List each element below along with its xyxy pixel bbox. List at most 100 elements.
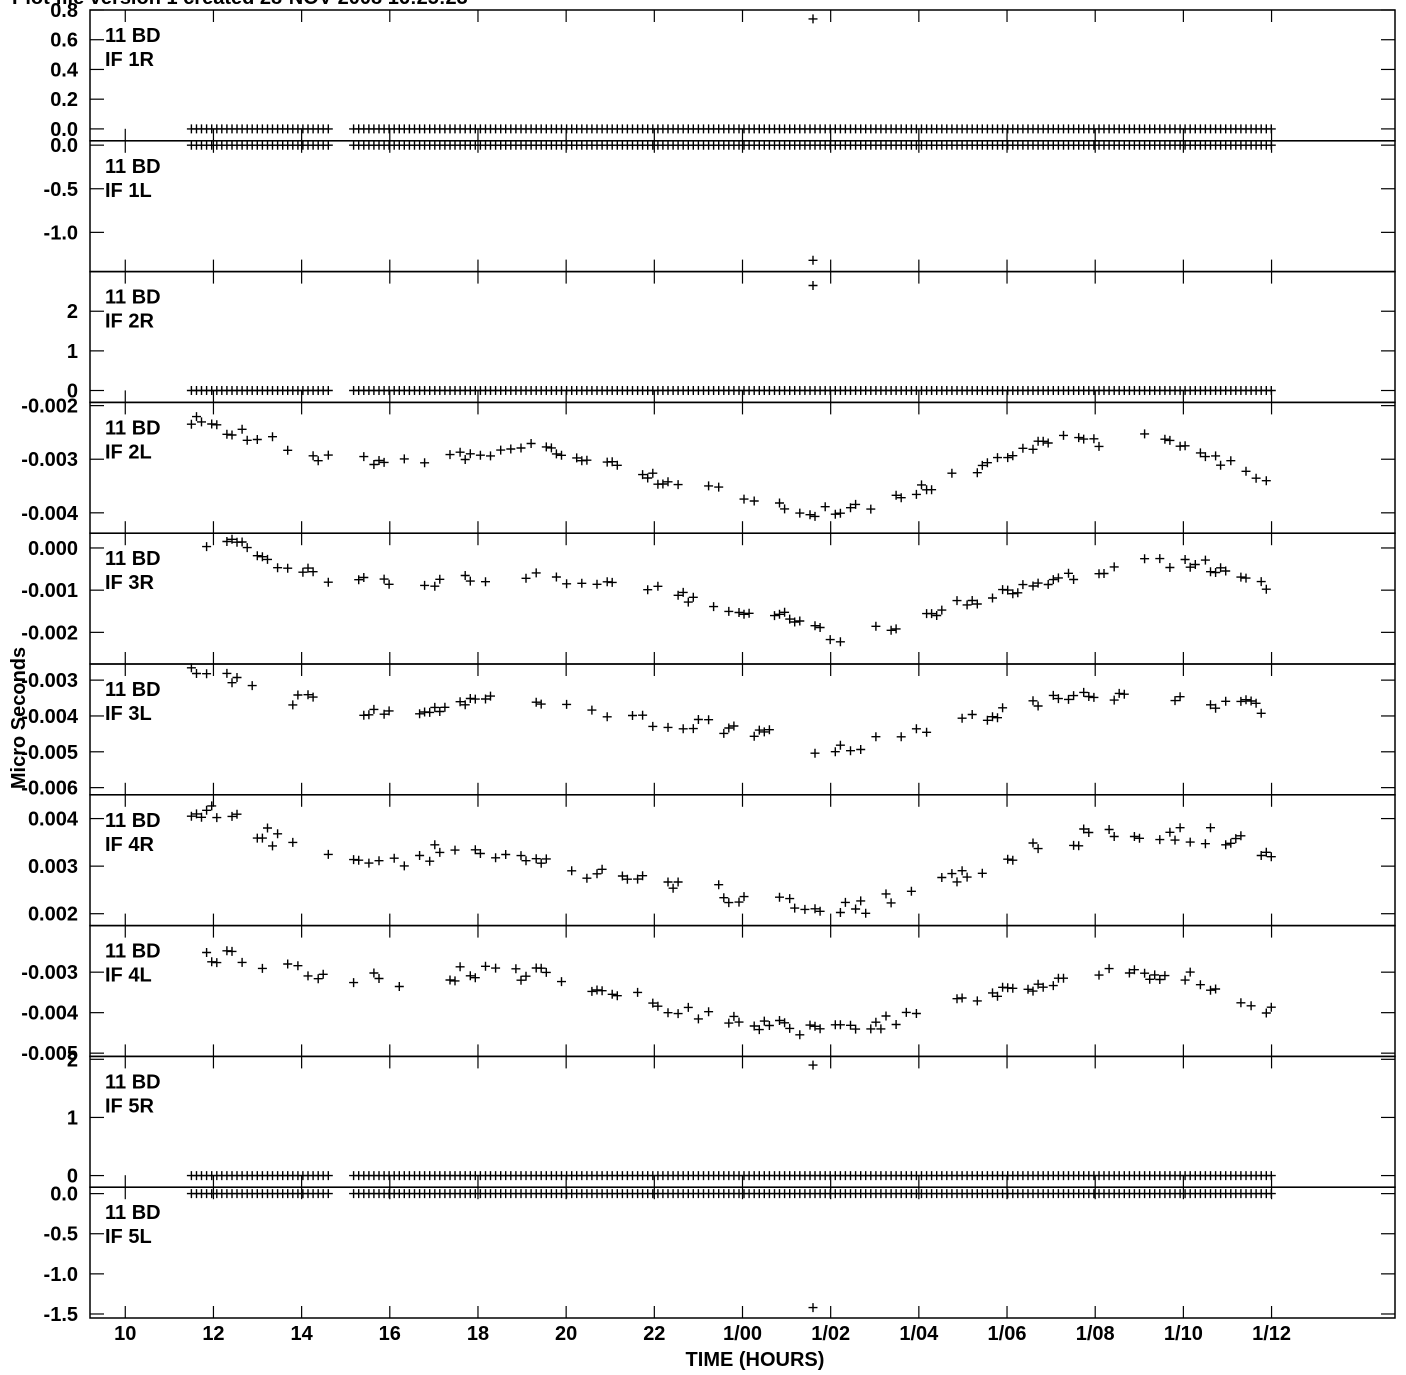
data-point: [1170, 835, 1180, 845]
data-point: [1079, 687, 1089, 697]
x-tick-label: 16: [379, 1323, 401, 1345]
data-point: [475, 849, 485, 858]
data-point: [1059, 973, 1068, 983]
data-point: [354, 855, 364, 865]
data-point: [1028, 696, 1038, 706]
data-point: [257, 963, 267, 973]
data-point: [759, 727, 769, 737]
data-point: [952, 877, 962, 887]
data-point: [283, 959, 293, 969]
data-point: [815, 906, 825, 916]
data-point: [562, 579, 572, 589]
data-point: [1079, 824, 1089, 834]
data-point: [597, 986, 607, 996]
data-point: [283, 445, 293, 455]
data-point: [1200, 839, 1210, 849]
data-point: [780, 504, 790, 514]
panel-if-label: IF 3R: [105, 572, 154, 594]
data-point: [1261, 847, 1271, 857]
data-point: [653, 1001, 663, 1011]
data-point: [450, 976, 460, 986]
panel-if-label: IF 5L: [105, 1226, 152, 1248]
data-point: [1256, 851, 1266, 860]
data-point: [516, 851, 526, 861]
data-point: [582, 873, 592, 883]
data-point: [607, 577, 617, 587]
data-point: [764, 725, 774, 735]
data-point: [227, 534, 237, 544]
data-point: [704, 1007, 714, 1017]
y-tick-label: 0.002: [28, 904, 78, 926]
data-point: [557, 450, 566, 460]
data-point: [1033, 844, 1043, 854]
data-point: [988, 593, 997, 603]
data-point: [430, 840, 440, 850]
y-tick-label: -0.002: [21, 396, 78, 418]
data-point: [927, 609, 937, 619]
panel-baseline-label: 11 BD: [105, 941, 161, 963]
data-point: [1140, 554, 1150, 564]
data-point: [202, 805, 212, 815]
data-point: [962, 872, 972, 882]
data-point: [587, 705, 597, 715]
panel-frame: [89, 924, 1396, 1058]
data-point: [481, 961, 490, 971]
data-point: [323, 577, 333, 587]
data-point: [491, 963, 501, 973]
data-point: [247, 681, 257, 691]
data-point: [663, 722, 673, 732]
data-point: [709, 602, 719, 612]
y-tick-label: 2: [67, 301, 78, 323]
data-point: [835, 637, 845, 647]
data-point: [744, 608, 754, 618]
data-point: [653, 581, 663, 591]
data-point: [369, 704, 379, 714]
data-point: [1003, 453, 1013, 463]
data-point: [207, 419, 217, 429]
data-point: [516, 975, 526, 985]
data-point: [354, 575, 364, 585]
data-point: [222, 668, 232, 678]
data-point: [1074, 841, 1084, 851]
data-point: [607, 989, 617, 999]
data-point: [678, 587, 688, 597]
data-point: [1226, 838, 1236, 848]
data-point: [1038, 982, 1048, 992]
panel-baseline-label: 11 BD: [105, 679, 161, 701]
data-point: [460, 455, 470, 464]
data-point: [775, 1016, 784, 1025]
data-point: [688, 724, 698, 734]
data-point: [1064, 568, 1073, 578]
panel-frame: [89, 401, 1396, 534]
data-point: [805, 510, 815, 520]
y-tick-label: -0.5: [44, 1224, 78, 1246]
panel-baseline-label: 11 BD: [105, 156, 161, 178]
data-point: [1109, 562, 1119, 572]
data-point: [536, 858, 546, 868]
y-tick-label: 0.8: [50, 0, 78, 22]
data-point: [835, 1020, 845, 1030]
data-point: [648, 998, 658, 1008]
data-point: [273, 563, 283, 573]
data-point: [663, 1008, 673, 1018]
data-point: [460, 700, 470, 710]
data-point: [496, 445, 506, 455]
y-tick-label: -0.002: [21, 622, 78, 644]
y-tick-label: 0.0: [50, 135, 78, 157]
data-point: [891, 624, 901, 634]
data-point: [876, 1024, 886, 1034]
data-point: [1084, 692, 1094, 701]
data-point: [536, 963, 546, 973]
data-point: [1059, 430, 1068, 440]
data-point: [440, 702, 450, 712]
data-point: [501, 850, 511, 859]
panel-if-label: IF 1L: [105, 180, 152, 202]
data-point: [1165, 827, 1175, 837]
data-point: [668, 883, 678, 893]
data-point: [957, 866, 967, 876]
